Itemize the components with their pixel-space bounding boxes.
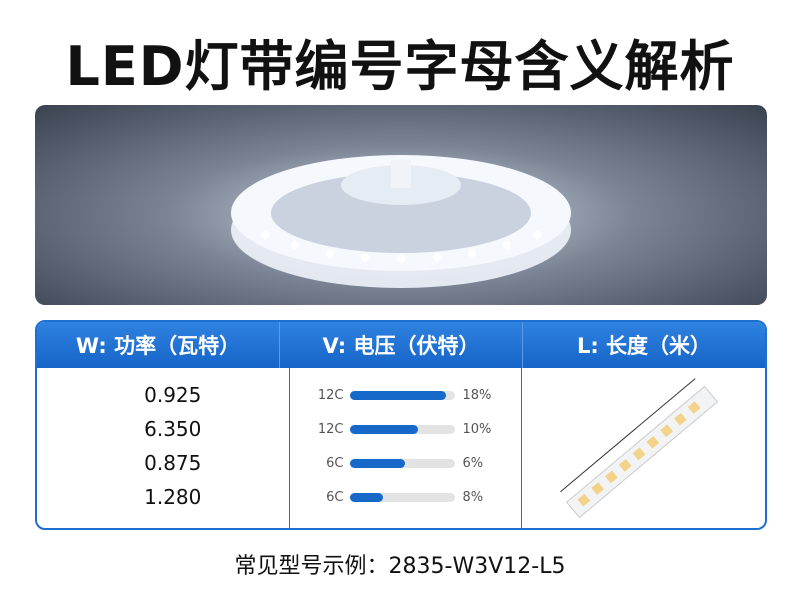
- spec-table: W: 功率（瓦特） V: 电压（伏特） L: 长度（米） 0.925 6.350…: [35, 320, 767, 530]
- example-model: 常见型号示例：2835-W3V12-L5: [234, 554, 566, 579]
- page-title: LED灯带编号字母含义解析: [65, 35, 735, 98]
- voltage-percent: 6%: [462, 455, 484, 471]
- header-length: L: 长度（米）: [576, 334, 712, 358]
- header-voltage: V: 电压（伏特）: [280, 322, 523, 368]
- power-value: 0.925: [144, 383, 202, 407]
- voltage-percent: 8%: [462, 489, 484, 505]
- progress-track: [349, 492, 455, 502]
- header-power: W: 功率（瓦特）: [37, 322, 280, 368]
- voltage-row: 6C 8%: [290, 480, 522, 514]
- power-value: 0.875: [144, 451, 202, 475]
- progress-fill: [349, 458, 406, 468]
- voltage-row: 6C 6%: [290, 446, 522, 480]
- led-strip-reel-photo: [35, 105, 767, 305]
- power-value: 1.280: [144, 485, 202, 509]
- length-column: [522, 368, 765, 528]
- progress-track: [349, 458, 455, 468]
- power-column: 0.925 6.350 0.875 1.280: [37, 368, 290, 528]
- voltage-label: 6C: [326, 455, 344, 471]
- progress-track: [349, 424, 455, 434]
- progress-track: [349, 390, 455, 400]
- progress-fill: [349, 424, 418, 434]
- voltage-column: 12C 18% 12C 10% 6C 6% 6C 8%: [290, 368, 522, 528]
- progress-fill: [349, 390, 447, 400]
- led-strip-segment-image: [560, 378, 719, 519]
- progress-fill: [349, 492, 384, 502]
- voltage-label: 12C: [317, 421, 344, 437]
- power-value: 6.350: [144, 417, 202, 441]
- voltage-percent: 10%: [462, 421, 492, 437]
- voltage-label: 6C: [326, 489, 344, 505]
- voltage-row: 12C 18%: [290, 378, 522, 412]
- voltage-percent: 18%: [462, 387, 492, 403]
- voltage-row: 12C 10%: [290, 412, 522, 446]
- voltage-label: 12C: [317, 387, 344, 403]
